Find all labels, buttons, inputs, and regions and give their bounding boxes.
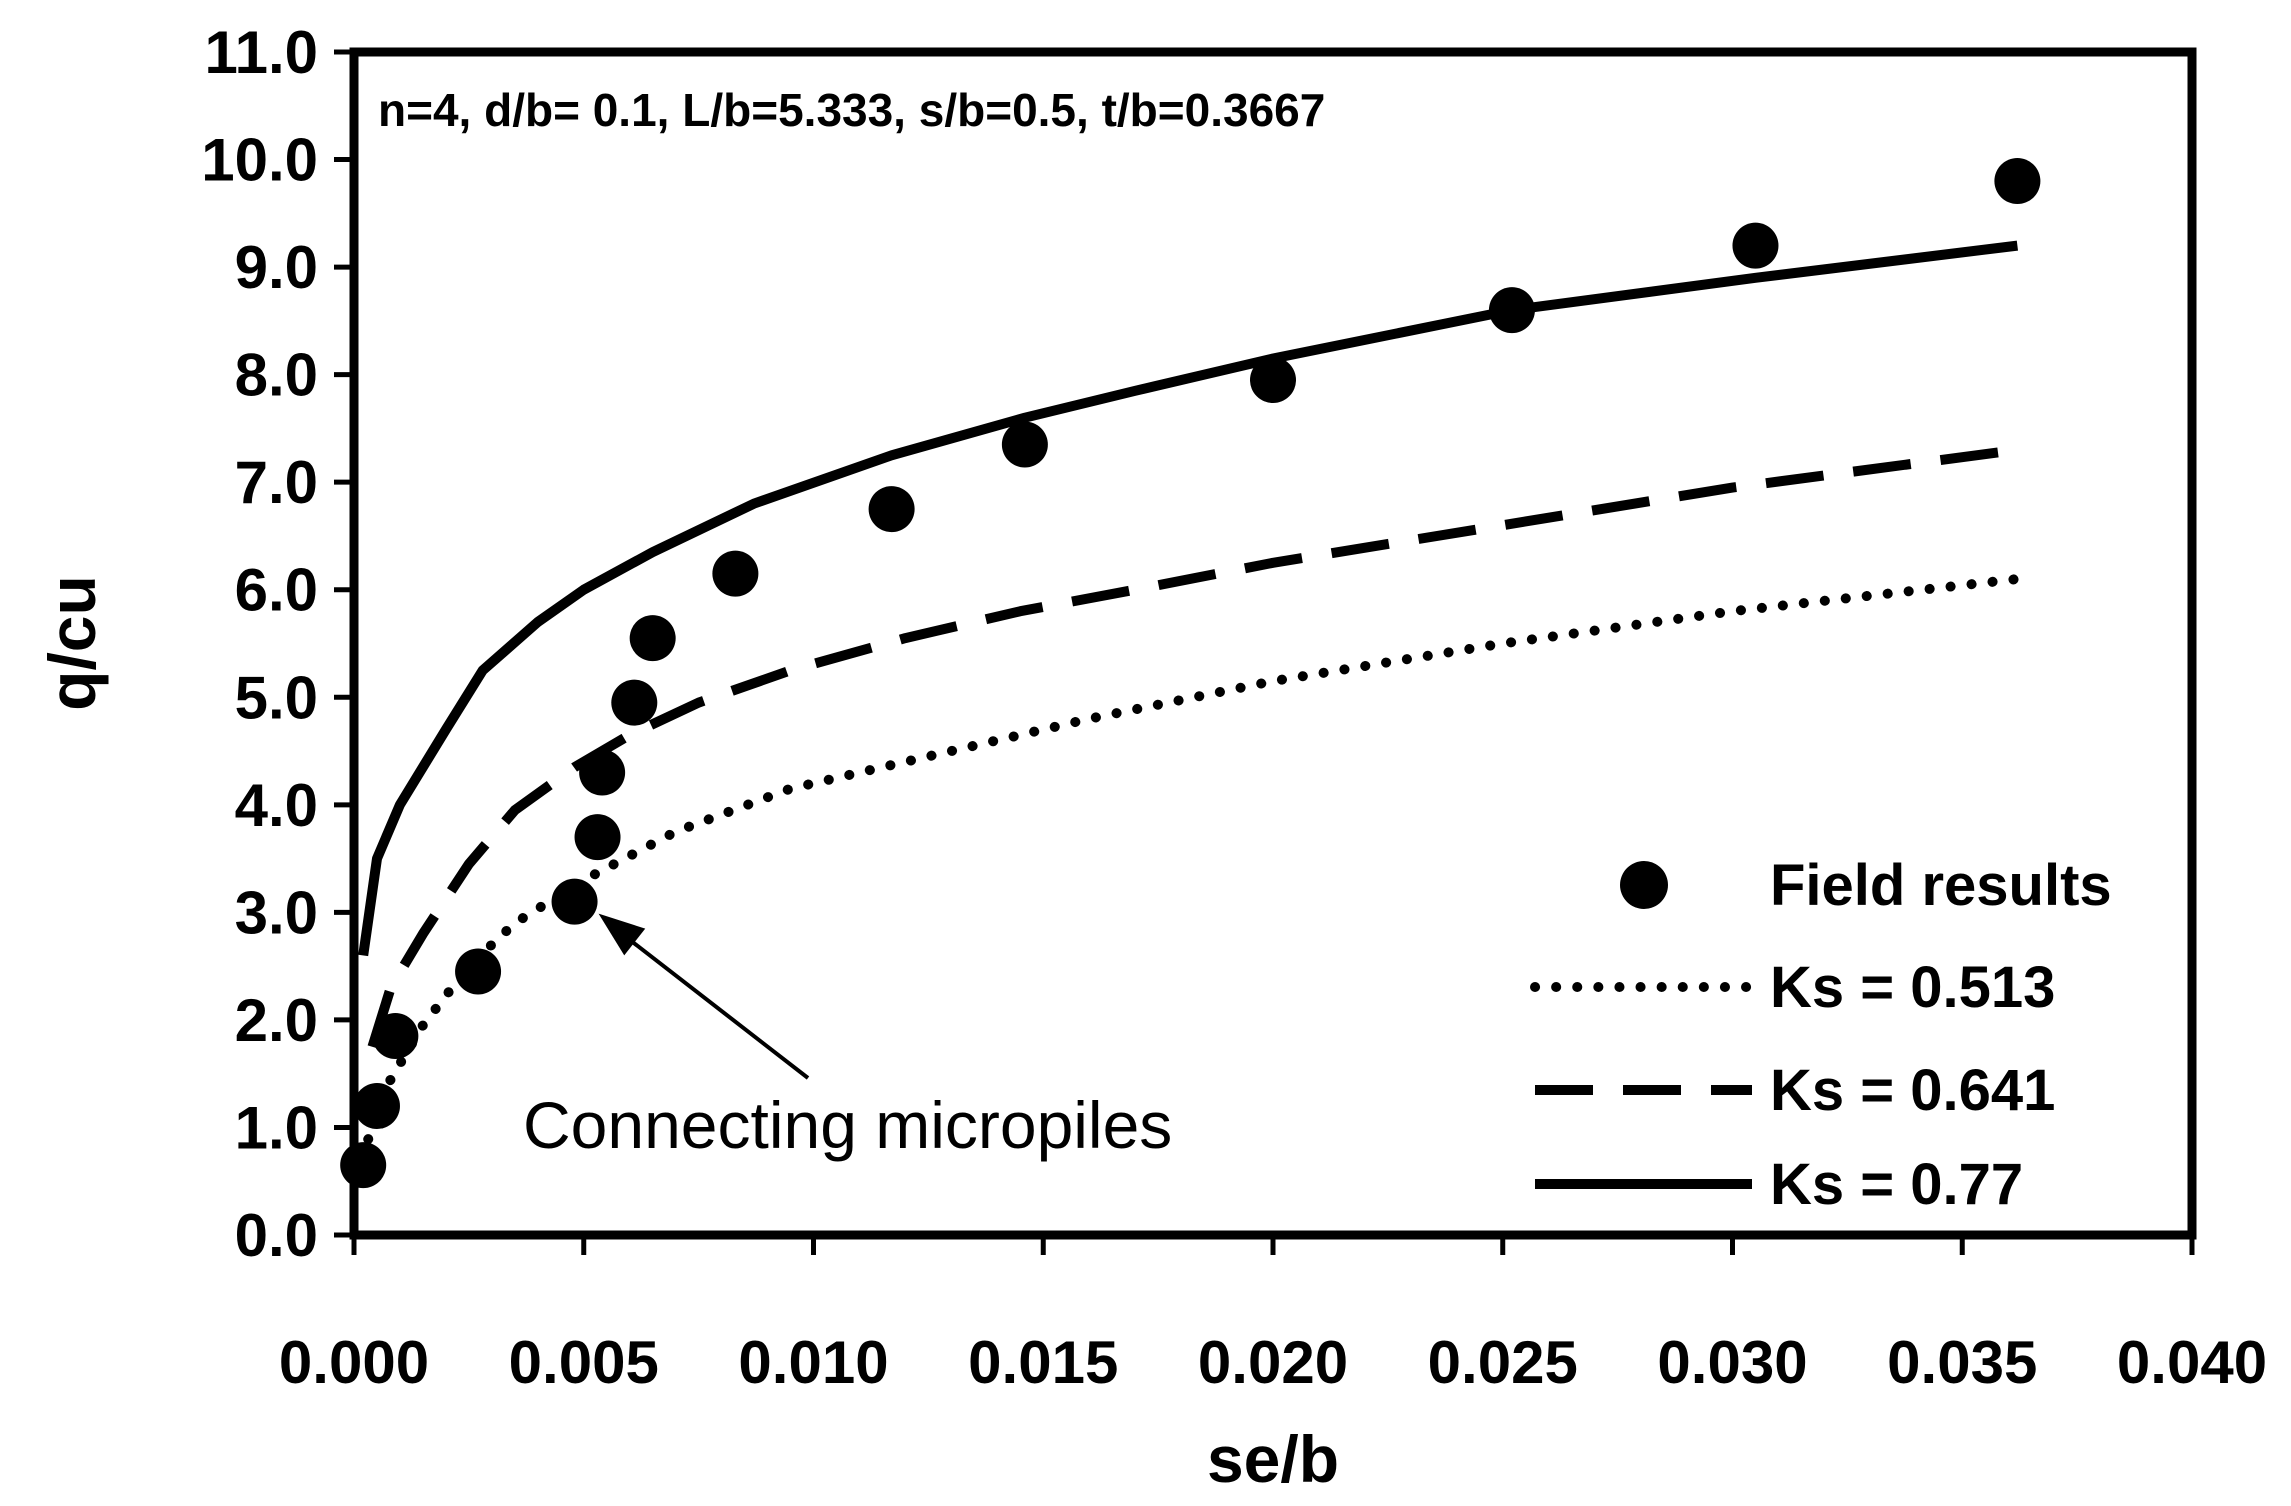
annotation-arrow-shaft [615, 928, 810, 1080]
data-point [579, 749, 626, 796]
legend-label: Ks = 0.641 [1770, 1058, 2055, 1123]
data-point [611, 679, 658, 726]
x-tick-label: 0.025 [1428, 1329, 1578, 1396]
y-tick-label: 10.0 [201, 127, 318, 194]
parameters-text: n=4, d/b= 0.1, L/b=5.333, s/b=0.5, t/b=0… [378, 84, 1325, 136]
series-line-ks-0-77 [358, 240, 2019, 957]
data-point [455, 948, 502, 995]
series-layer [340, 158, 2041, 1189]
legend-marker-field-results [1620, 861, 1668, 909]
y-tick-label: 1.0 [235, 1094, 318, 1161]
data-point [1732, 222, 1779, 269]
y-axis-title: q/cu [35, 575, 109, 711]
x-axis-title: se/b [1207, 1422, 1339, 1496]
x-tick-label: 0.020 [1198, 1329, 1348, 1396]
y-tick-label: 0.0 [235, 1202, 318, 1269]
annotation-layer: Connecting micropiles [523, 913, 1172, 1162]
y-tick-label: 6.0 [235, 557, 318, 624]
x-tick-label: 0.030 [1657, 1329, 1807, 1396]
data-point [1001, 421, 1048, 468]
x-tick-label: 0.000 [279, 1329, 429, 1396]
y-tick-label: 9.0 [235, 234, 318, 301]
y-tick-label: 3.0 [235, 879, 318, 946]
data-point [868, 486, 915, 533]
x-tick-label: 0.035 [1887, 1329, 2037, 1396]
legend-label: Ks = 0.513 [1770, 955, 2055, 1020]
data-point [1250, 357, 1296, 404]
y-tick-label: 8.0 [235, 342, 318, 409]
data-point [1994, 158, 2041, 205]
legend: Field results Ks = 0.513 Ks = 0.641 Ks = 0.… [1530, 853, 2112, 1217]
data-point [1488, 287, 1535, 334]
x-tick-label: 0.015 [968, 1329, 1118, 1396]
data-point [712, 550, 759, 597]
series-line-ks-0-513 [358, 574, 2023, 1165]
data-point [340, 1142, 387, 1189]
data-point [372, 1013, 419, 1060]
y-tick-label: 7.0 [235, 449, 318, 516]
y-tick-label: 4.0 [235, 772, 318, 839]
y-tick-label: 2.0 [235, 987, 318, 1054]
x-tick-label: 0.005 [509, 1329, 659, 1396]
legend-label: Ks = 0.77 [1770, 1152, 2023, 1217]
x-tick-label: 0.010 [738, 1329, 888, 1396]
data-point [551, 878, 598, 925]
ticks-layer: 0.000 0.005 0.010 0.015 0.020 0.025 0.030 0.035… [201, 19, 2267, 1396]
data-point [629, 615, 676, 662]
y-tick-label: 11.0 [205, 19, 318, 86]
series-line-ks-0-641 [367, 444, 2019, 1049]
data-point [574, 814, 621, 861]
legend-label: Field results [1770, 853, 2112, 918]
annotation-arrow-head [598, 913, 646, 956]
y-tick-label: 5.0 [235, 664, 318, 731]
annotation-text: Connecting micropiles [523, 1088, 1172, 1162]
data-point [353, 1082, 400, 1129]
x-tick-label: 0.040 [2117, 1329, 2267, 1396]
